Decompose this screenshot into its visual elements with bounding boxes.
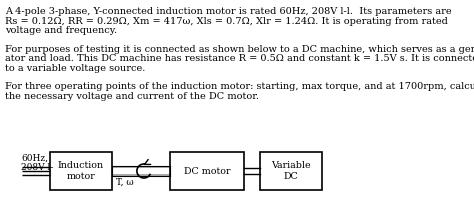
Text: For three operating points of the induction motor: starting, max torque, and at : For three operating points of the induct… — [5, 82, 474, 91]
Text: T, ω: T, ω — [116, 178, 134, 187]
Text: A 4-pole 3-phase, Y-connected induction motor is rated 60Hz, 208V l-l.  Its para: A 4-pole 3-phase, Y-connected induction … — [5, 7, 452, 16]
Text: For purposes of testing it is connected as shown below to a DC machine, which se: For purposes of testing it is connected … — [5, 45, 474, 54]
Text: DC motor: DC motor — [184, 166, 230, 175]
Text: Variable
DC: Variable DC — [271, 160, 311, 181]
Text: voltage and frequency.: voltage and frequency. — [5, 26, 117, 35]
Text: 208V l-: 208V l- — [21, 163, 53, 172]
Text: to a variable voltage source.: to a variable voltage source. — [5, 64, 146, 73]
Bar — [50, 152, 112, 190]
Bar — [112, 174, 170, 176]
Text: 60Hz,: 60Hz, — [21, 154, 48, 163]
Text: Rs = 0.12Ω, RR = 0.29Ω, Xm = 417ω, Xls = 0.7Ω, Xlr = 1.24Ω. It is operating from: Rs = 0.12Ω, RR = 0.29Ω, Xm = 417ω, Xls =… — [5, 16, 448, 25]
Bar — [260, 152, 322, 190]
Bar — [112, 166, 170, 168]
Text: the necessary voltage and current of the DC motor.: the necessary voltage and current of the… — [5, 92, 259, 101]
Text: Induction
motor: Induction motor — [58, 160, 104, 181]
Text: ator and load. This DC machine has resistance R = 0.5Ω and constant k = 1.5V s. : ator and load. This DC machine has resis… — [5, 54, 474, 63]
Bar — [170, 152, 244, 190]
